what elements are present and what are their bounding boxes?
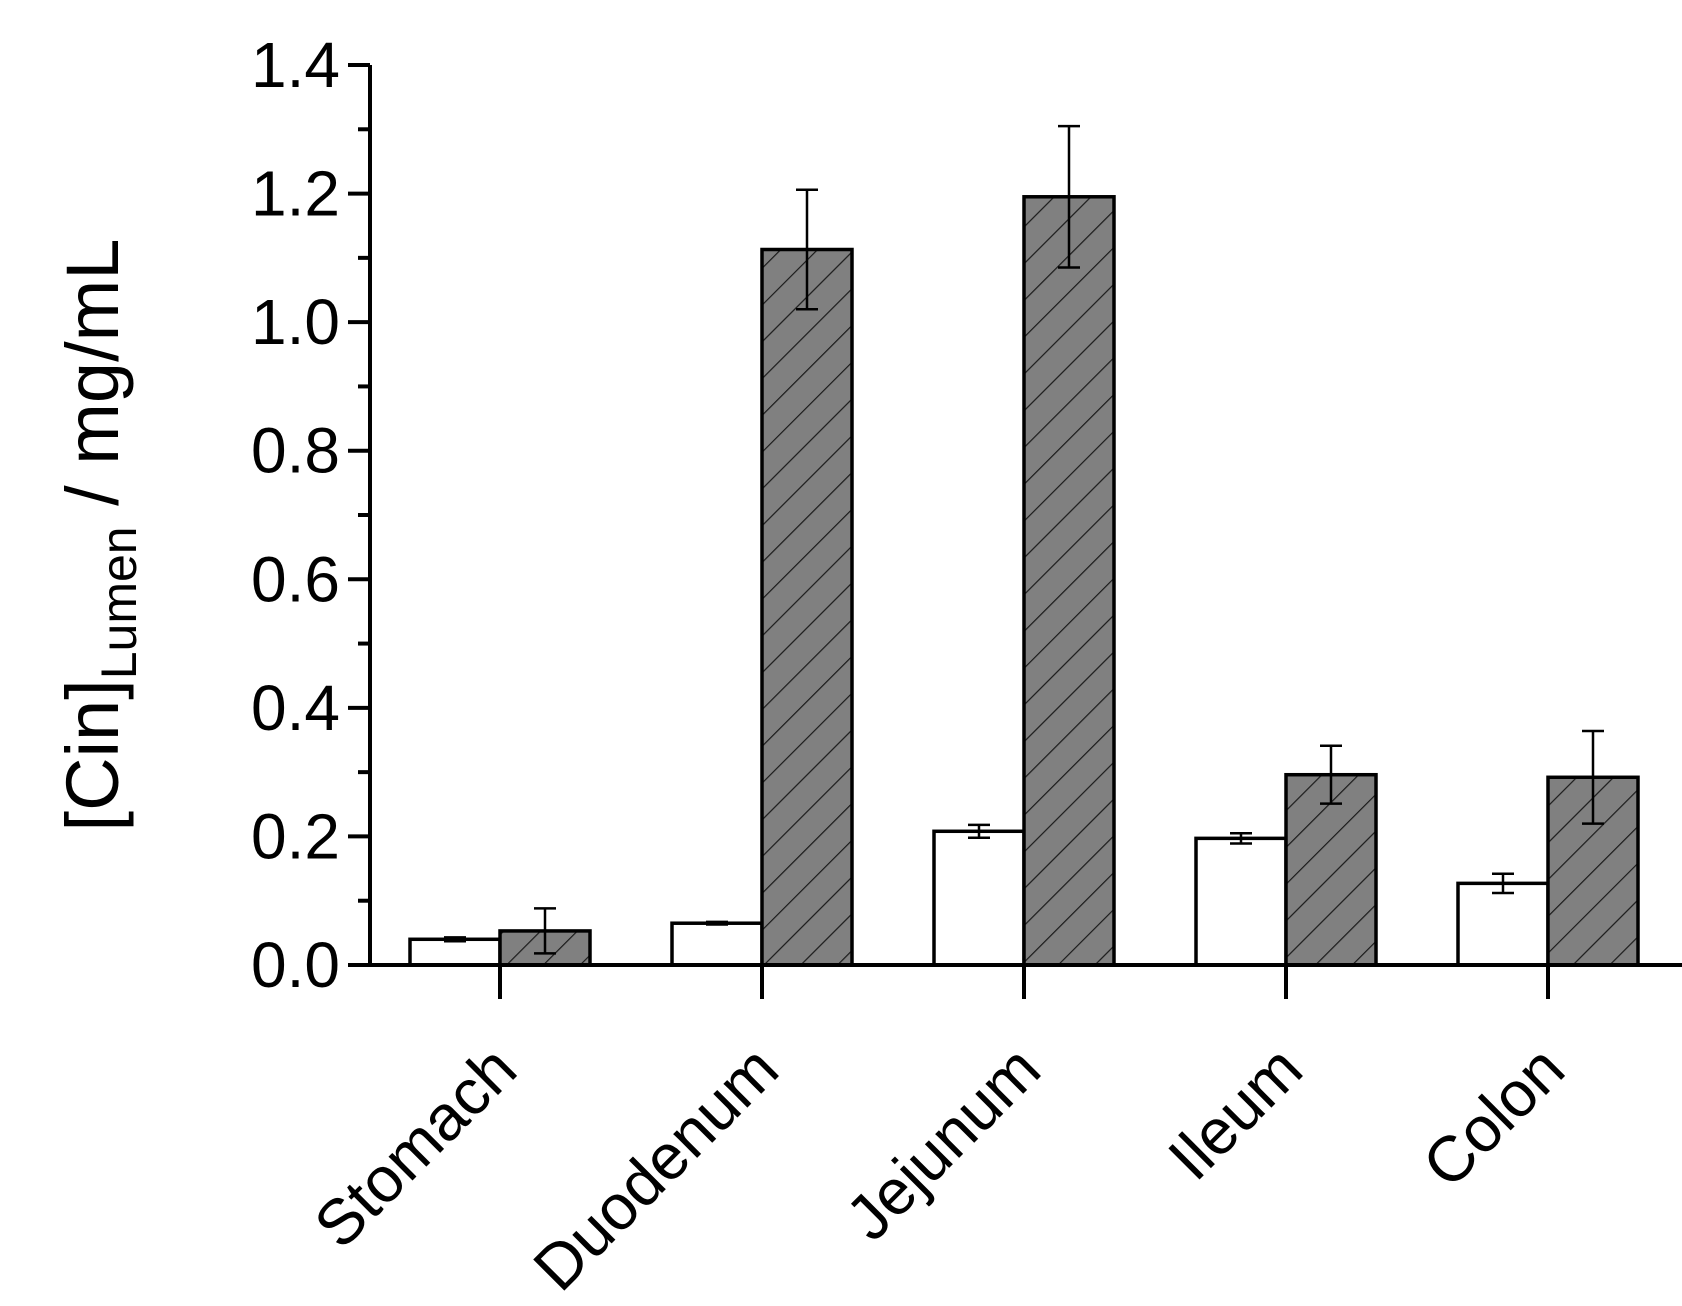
error-bar-stomach-series-2	[534, 907, 556, 955]
y-axis-title-main: [Cin]	[51, 679, 134, 831]
x-tick-label: Jejunum	[832, 1032, 1054, 1254]
x-tick-label: Duodenum	[520, 1032, 792, 1304]
error-bar-colon-series-2	[1582, 729, 1604, 825]
x-tick-label: Stomach	[300, 1032, 530, 1262]
error-bar-stomach-series-1	[444, 936, 466, 943]
y-tick-label: 0.4	[251, 672, 340, 744]
x-tick-label: Ileum	[1154, 1032, 1316, 1194]
bar-jejunum-series-2	[1022, 195, 1116, 967]
error-bar-jejunum-series-1	[968, 823, 990, 839]
bar-colon-series-1	[1456, 881, 1550, 967]
x-tick-label: Colon	[1409, 1032, 1578, 1201]
error-bar-ileum-series-1	[1230, 831, 1252, 845]
y-tick-label: 0.6	[251, 543, 340, 615]
y-tick-label: 0.8	[251, 415, 340, 487]
bars-group	[408, 195, 1640, 967]
error-bar-ileum-series-2	[1320, 744, 1342, 805]
y-tick-label: 0.0	[251, 929, 340, 1001]
error-bar-jejunum-series-2	[1058, 124, 1080, 269]
bar-duodenum-series-1	[670, 921, 764, 967]
y-tick-label: 1.2	[251, 158, 340, 230]
bar-duodenum-series-2	[760, 247, 854, 967]
error-bar-colon-series-1	[1492, 872, 1514, 895]
bar-ileum-series-1	[1194, 836, 1288, 967]
bar-stomach-series-1	[408, 937, 502, 967]
error-bars-group	[444, 124, 1604, 955]
error-bar-duodenum-series-2	[796, 188, 818, 311]
error-bar-duodenum-series-1	[706, 920, 728, 926]
y-axis-title: [Cin]Lumen / mg/mL	[51, 239, 147, 832]
y-axis-ticks: 0.0 0.2 0.4 0.6 0.8 1.0 1.2 1.4	[251, 29, 370, 1001]
bar-jejunum-series-1	[932, 829, 1026, 967]
y-tick-label: 1.0	[251, 286, 340, 358]
y-axis-title-unit: / mg/mL	[51, 239, 134, 527]
y-tick-label: 1.4	[251, 29, 340, 101]
y-axis-title-subscript: Lumen	[91, 526, 147, 679]
y-tick-label: 0.2	[251, 800, 340, 872]
